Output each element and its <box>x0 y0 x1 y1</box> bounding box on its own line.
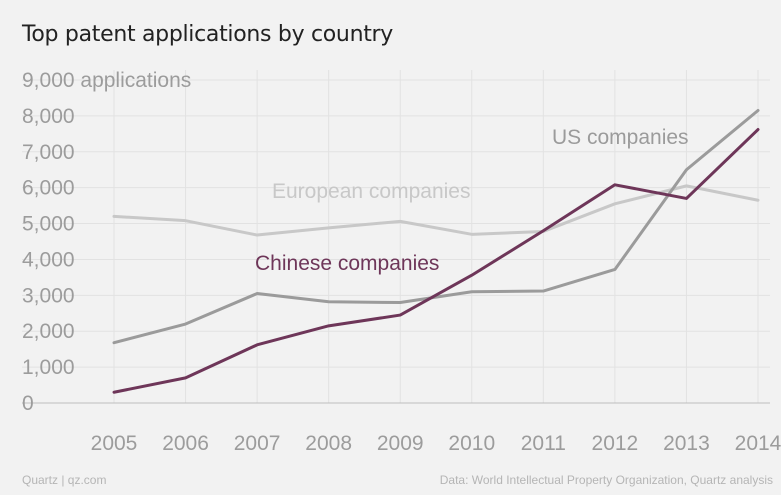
x-tick-label: 2007 <box>234 432 281 455</box>
y-tick-label: 7,000 <box>22 141 75 164</box>
y-tick-label: 0 <box>22 392 34 415</box>
y-tick-label: 9,000 applications <box>22 69 191 92</box>
y-tick-label: 6,000 <box>22 177 75 200</box>
x-tick-label: 2006 <box>162 432 209 455</box>
y-tick-label: 5,000 <box>22 213 75 236</box>
y-tick-label: 1,000 <box>22 356 75 379</box>
series-label-us-companies: US companies <box>552 126 689 149</box>
x-tick-label: 2005 <box>91 432 138 455</box>
y-tick-label: 4,000 <box>22 248 75 271</box>
series-lines <box>112 109 760 394</box>
series-label-chinese-companies: Chinese companies <box>255 252 439 275</box>
x-tick-label: 2011 <box>521 432 566 455</box>
series-label-european-companies: European companies <box>272 180 470 203</box>
x-axis-ticks: 2005 2006 2007 2008 2009 2010 2011 2012 2013 2014 <box>91 432 781 455</box>
x-tick-label: 2012 <box>592 432 639 455</box>
y-tick-label: 8,000 <box>22 105 75 128</box>
footer-data-credit: Data: World Intellectual Property Organi… <box>439 473 773 487</box>
footer-source-credit: Quartz | qz.com <box>22 473 107 487</box>
y-tick-label: 2,000 <box>22 320 75 343</box>
series-labels: European companies US companies Chinese co… <box>255 126 689 275</box>
series-line-chinese-companies <box>112 128 760 394</box>
y-axis-ticks: 0 1,000 2,000 3,000 4,000 5,000 6,000 7,000 8,00… <box>22 69 191 415</box>
chart-title: Top patent applications by country <box>22 22 394 47</box>
y-tick-label: 3,000 <box>22 284 75 307</box>
grid-lines <box>22 70 770 404</box>
series-line-us-companies <box>112 109 760 345</box>
x-tick-label: 2008 <box>305 432 352 455</box>
x-tick-label: 2009 <box>377 432 424 455</box>
series-line-european-companies <box>112 184 760 237</box>
x-tick-label: 2010 <box>448 432 495 455</box>
x-tick-label: 2013 <box>663 432 710 455</box>
x-tick-label: 2014 <box>735 432 781 455</box>
